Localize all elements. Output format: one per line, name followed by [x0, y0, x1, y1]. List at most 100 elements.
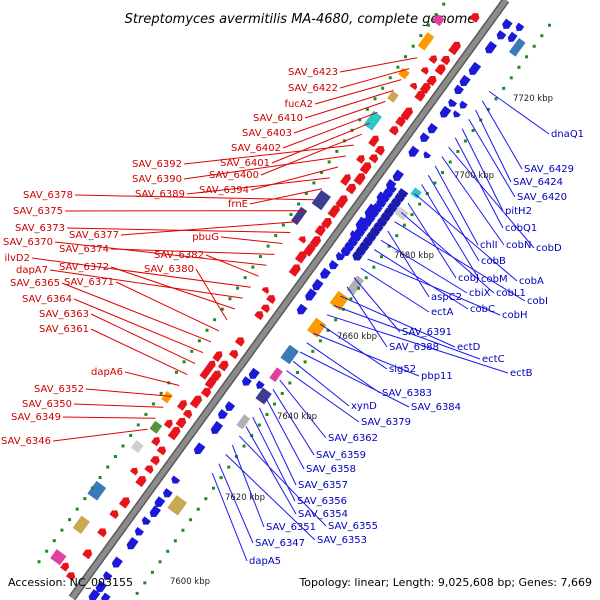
marker-dot: [121, 444, 125, 448]
forward-gene-arrow: [356, 155, 365, 164]
marker-dot: [448, 160, 452, 164]
marker-dot: [334, 318, 338, 322]
reverse-gene-arrow: [380, 212, 391, 222]
marker-dot: [83, 497, 87, 501]
reverse-gene-arrow: [507, 31, 518, 42]
leader-line-forward: [339, 57, 418, 73]
marker-dot: [517, 65, 521, 69]
marker-dot: [365, 107, 369, 111]
marker-dot: [173, 539, 177, 543]
leader-line-reverse: [400, 212, 495, 294]
gene-label-forward: SAV_6350: [22, 399, 72, 410]
marker-dot: [540, 34, 544, 38]
leader-line-forward: [90, 313, 196, 365]
feature-box: [72, 515, 90, 534]
leader-line-forward: [250, 166, 339, 191]
feature-box: [130, 440, 144, 454]
gene-label-reverse: SAV_6351: [266, 522, 316, 533]
gene-label-reverse: SAV_6359: [316, 450, 366, 461]
marker-dot: [358, 118, 362, 122]
forward-gene-arrow: [448, 41, 461, 56]
leader-line-forward: [249, 188, 323, 205]
forward-gene-arrow: [228, 350, 239, 360]
gene-label-reverse: pbp11: [421, 371, 453, 382]
leader-line-forward: [90, 328, 188, 376]
leader-line-reverse: [475, 109, 512, 183]
forward-gene-arrow: [176, 400, 188, 411]
gene-label-reverse: SAV_6424: [513, 177, 563, 188]
marker-dot: [68, 518, 72, 522]
gene-labels: SAV_6423 SAV_6422 fucA2 SAV_6410 SAV_6403 SAV…: [1, 67, 584, 567]
gene-label-forward: SAV_6400: [209, 170, 259, 181]
forward-gene-arrow: [65, 572, 76, 581]
marker-dot: [441, 171, 445, 175]
leader-line-reverse: [421, 184, 480, 280]
marker-dot: [364, 276, 368, 280]
gene-label-forward: SAV_6394: [199, 185, 249, 196]
map-title: Streptomyces avermitilis MA-4680, comple…: [125, 12, 476, 27]
marker-dot: [288, 381, 292, 385]
leader-line-forward: [271, 122, 370, 164]
reverse-gene-arrow: [217, 409, 229, 419]
reverse-gene-arrow: [95, 580, 107, 593]
reverse-gene-arrow: [101, 592, 111, 600]
reverse-gene-arrow: [365, 212, 376, 222]
marker-dot: [181, 528, 185, 532]
feature-box: [87, 480, 107, 501]
forward-gene-arrow: [414, 90, 426, 102]
marker-dot: [158, 560, 162, 564]
forward-gene-arrow: [254, 311, 264, 321]
forward-gene-arrow: [130, 467, 139, 476]
reverse-gene-arrow: [369, 226, 381, 237]
feature-box: [236, 414, 251, 430]
marker-dot: [90, 486, 94, 490]
marker-dot: [197, 339, 201, 343]
forward-gene-arrow: [204, 360, 216, 373]
forward-gene-arrow: [359, 162, 372, 175]
leader-line-reverse: [211, 472, 248, 562]
reverse-gene-arrow: [427, 122, 438, 134]
gene-label-reverse: SAV_6384: [411, 402, 461, 413]
marker-dot: [381, 86, 385, 90]
marker-dot: [98, 476, 102, 480]
gene-label-reverse: sig52: [389, 364, 416, 375]
gene-label-reverse: SAV_6391: [402, 327, 452, 338]
reverse-gene-arrow: [305, 288, 317, 301]
leader-line-reverse: [481, 100, 523, 170]
marker-dot: [419, 34, 423, 38]
marker-dot: [349, 297, 353, 301]
leader-line-reverse: [286, 370, 360, 423]
gene-label-forward: SAV_6422: [288, 83, 338, 94]
gene-label-forward: frnE: [228, 199, 248, 210]
leader-line-forward: [62, 416, 156, 419]
marker-dot: [219, 476, 223, 480]
leader-line-reverse: [434, 165, 479, 246]
leader-line-forward: [115, 281, 220, 332]
leader-line-forward: [110, 248, 275, 255]
leader-line-reverse: [380, 239, 468, 294]
marker-dot: [37, 560, 41, 564]
marker-dot: [320, 170, 324, 174]
gene-label-reverse: ectC: [482, 354, 505, 365]
marker-dot: [257, 423, 261, 427]
marker-dot: [395, 234, 399, 238]
forward-gene-arrow: [210, 370, 222, 382]
gene-label-forward: SAV_6390: [132, 174, 182, 185]
marker-dot: [396, 65, 400, 69]
feature-box: [387, 90, 399, 103]
leader-line-forward: [54, 241, 267, 266]
scale-tick-label: 7660 kbp: [337, 332, 377, 342]
reverse-gene-arrow: [320, 267, 331, 279]
leader-line-reverse: [238, 435, 327, 527]
marker-dot: [312, 181, 316, 185]
gene-label-reverse: cobJ: [458, 273, 479, 284]
reverse-gene-arrow: [459, 74, 471, 87]
gene-label-forward: SAV_6401: [220, 158, 270, 169]
reverse-gene-arrow: [453, 110, 461, 118]
gene-label-forward: pbuG: [192, 232, 219, 243]
forward-gene-arrow: [440, 55, 451, 66]
gene-label-reverse: ectD: [457, 342, 481, 353]
forward-gene-arrow: [353, 173, 366, 186]
reverse-gene-arrow: [103, 571, 113, 580]
